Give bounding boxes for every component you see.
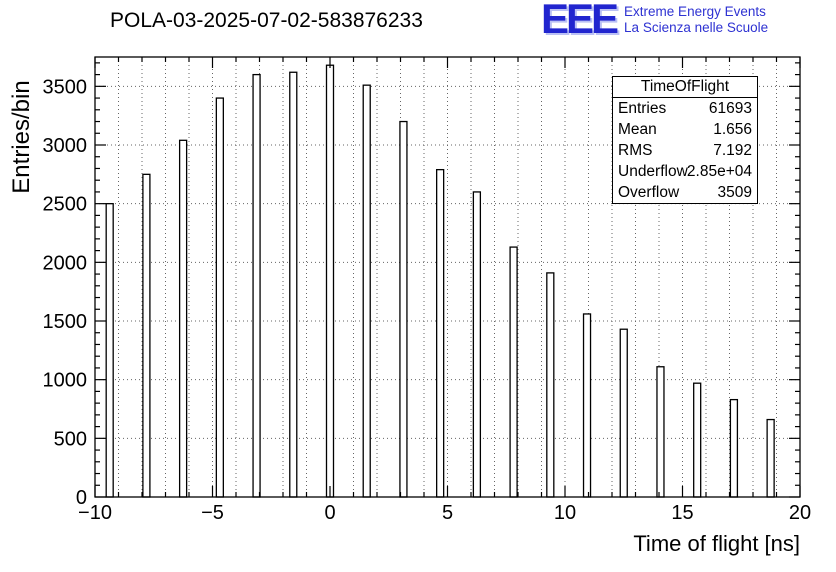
stats-value: 61693 bbox=[708, 100, 752, 117]
histogram-bar bbox=[693, 382, 702, 498]
histogram-bar bbox=[325, 64, 335, 498]
stats-row-overflow: Overflow 3509 bbox=[613, 182, 757, 203]
histogram-bar bbox=[289, 71, 298, 498]
x-tick-label: 20 bbox=[789, 502, 811, 524]
stats-row-underflow: Underflow 2.85e+04 bbox=[613, 161, 757, 182]
histogram-bar bbox=[252, 73, 261, 498]
stats-label: Mean bbox=[618, 121, 657, 138]
histogram-bar bbox=[178, 139, 188, 498]
histogram-bar bbox=[509, 246, 518, 498]
stats-row-mean: Mean 1.656 bbox=[613, 119, 757, 140]
histogram-bar bbox=[436, 168, 445, 498]
histogram-bar bbox=[215, 97, 224, 498]
y-tick-label: 0 bbox=[76, 487, 87, 509]
histogram-bar bbox=[582, 313, 592, 498]
y-axis-title: Entries/bin bbox=[8, 80, 35, 194]
y-tick-label: 2500 bbox=[43, 194, 88, 216]
stats-label: Underflow bbox=[618, 163, 688, 180]
histogram-bar bbox=[399, 120, 408, 498]
stats-label: RMS bbox=[618, 142, 653, 159]
x-tick-label: 10 bbox=[554, 502, 576, 524]
y-tick-label: 2000 bbox=[43, 252, 88, 274]
stats-value: 1.656 bbox=[713, 121, 752, 138]
eee-logo: EEE Extreme Energy Events La Scienza nel… bbox=[541, 0, 768, 42]
histogram-bar bbox=[729, 398, 739, 498]
stats-label: Entries bbox=[618, 100, 667, 117]
y-tick-label: 500 bbox=[54, 428, 87, 450]
stats-box: TimeOfFlight Entries 61693 Mean 1.656 RM… bbox=[612, 76, 758, 204]
eee-logo-letters: EEE bbox=[541, 0, 619, 42]
y-tick-label: 1000 bbox=[43, 370, 88, 392]
stats-box-title: TimeOfFlight bbox=[613, 77, 757, 98]
stats-value: 2.85e+04 bbox=[686, 163, 752, 180]
histogram-bar bbox=[472, 191, 482, 498]
x-tick-label: 5 bbox=[442, 502, 453, 524]
y-tick-label: 3500 bbox=[43, 76, 88, 98]
eee-logo-text: Extreme Energy Events La Scienza nelle S… bbox=[624, 2, 768, 36]
histogram-bar bbox=[619, 328, 628, 498]
x-axis-title: Time of flight [ns] bbox=[633, 531, 800, 556]
y-tick-label: 3000 bbox=[43, 135, 88, 157]
stats-label: Overflow bbox=[618, 184, 680, 201]
stats-row-rms: RMS 7.192 bbox=[613, 140, 757, 161]
y-tick-label: 1500 bbox=[43, 311, 88, 333]
x-tick-label: −5 bbox=[201, 502, 224, 524]
x-tick-label: −10 bbox=[78, 502, 112, 524]
eee-logo-line1: Extreme Energy Events bbox=[624, 4, 766, 19]
stats-value: 7.192 bbox=[713, 142, 752, 159]
stats-value: 3509 bbox=[717, 184, 752, 201]
x-tick-label: 0 bbox=[324, 502, 335, 524]
histogram-bar bbox=[656, 366, 665, 498]
histogram-bar bbox=[362, 84, 371, 498]
histogram-bar bbox=[105, 203, 114, 498]
histogram-bar bbox=[142, 173, 151, 498]
plot-title: POLA-03-2025-07-02-583876233 bbox=[110, 9, 423, 32]
eee-logo-line2: La Scienza nelle Scuole bbox=[624, 20, 769, 35]
stats-row-entries: Entries 61693 bbox=[613, 98, 757, 119]
x-tick-label: 15 bbox=[671, 502, 693, 524]
histogram-bar bbox=[766, 418, 775, 498]
histogram-bar bbox=[546, 272, 555, 498]
